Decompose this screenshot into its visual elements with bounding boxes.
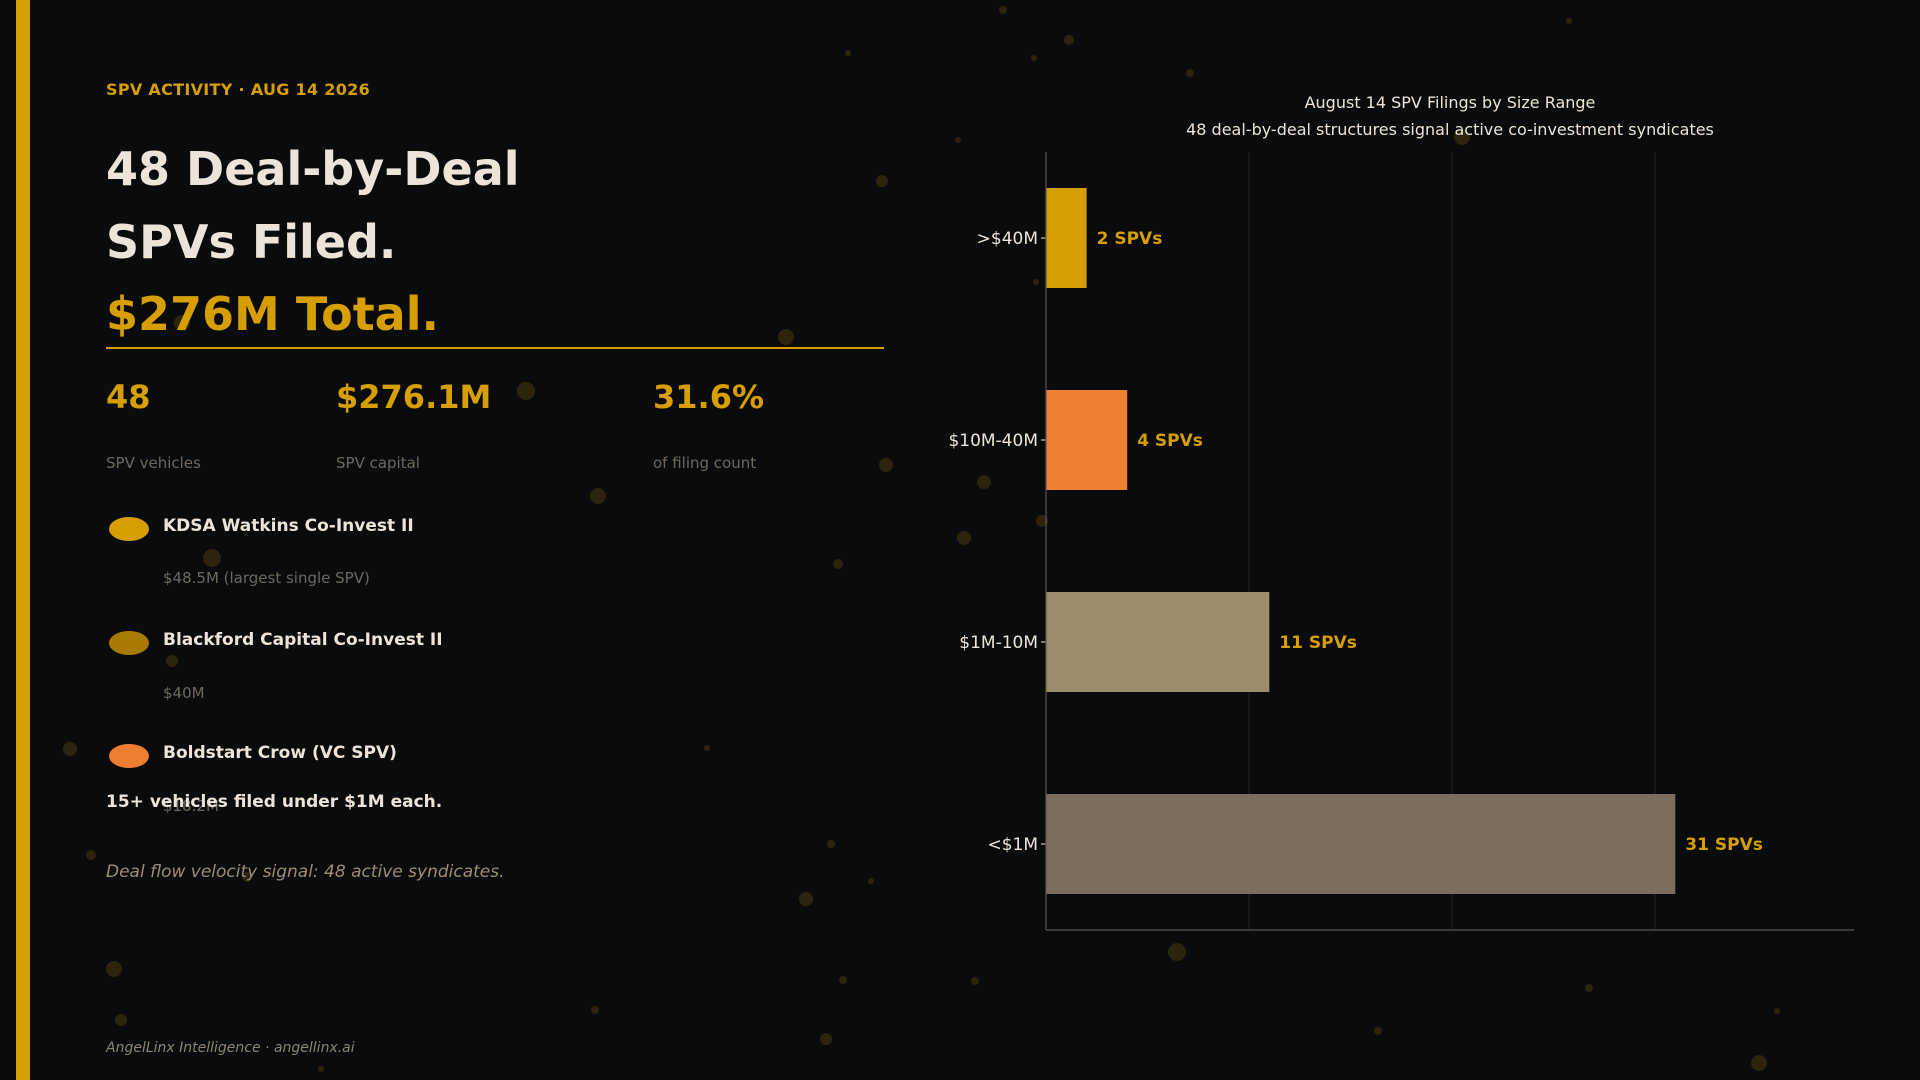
background-particle <box>115 1014 127 1026</box>
background-particle <box>203 549 221 567</box>
background-particle <box>1374 1027 1382 1035</box>
headline-total: $276M Total. <box>106 287 439 341</box>
spv-amount: $18.2M <box>163 797 219 815</box>
bar <box>1046 188 1087 288</box>
background-particle <box>318 1066 324 1072</box>
bar <box>1046 390 1128 490</box>
background-particle <box>63 742 77 756</box>
background-particle <box>839 976 847 984</box>
stat-spv-count-label: SPV vehicles <box>106 454 201 472</box>
background-particle <box>1031 55 1037 61</box>
background-particle <box>1064 35 1074 45</box>
background-particle <box>1036 515 1048 527</box>
background-particle <box>827 840 835 848</box>
background-particle <box>174 315 190 331</box>
background-particle <box>106 961 122 977</box>
background-particle <box>1751 1055 1767 1071</box>
headline-line-2: SPVs Filed. <box>106 215 397 269</box>
background-particle <box>977 475 991 489</box>
stat-spv-capital: $276.1M <box>336 378 492 416</box>
background-particle <box>1186 69 1194 77</box>
background-particle <box>517 382 535 400</box>
bar <box>1046 794 1676 894</box>
background-particle <box>957 531 971 545</box>
background-particle <box>820 1033 832 1045</box>
bar-data-label: 4 SPVs <box>1137 431 1203 451</box>
background-particle <box>971 977 979 985</box>
bar-data-label: 2 SPVs <box>1097 229 1163 249</box>
y-tick-label: $10M-40M <box>948 431 1038 451</box>
background-particle <box>1774 1008 1780 1014</box>
spv-marker-dot <box>109 517 149 541</box>
chart-subtitle: 48 deal-by-deal structures signal active… <box>1186 120 1714 139</box>
bar-data-label: 31 SPVs <box>1685 835 1763 855</box>
spv-amount: $48.5M (largest single SPV) <box>163 569 370 587</box>
y-tick-label: $1M-10M <box>959 633 1038 653</box>
spv-name: Boldstart Crow (VC SPV) <box>163 743 397 763</box>
eyebrow-label: SPV ACTIVITY · AUG 14 2026 <box>106 80 371 99</box>
spv-amount: $40M <box>163 684 205 702</box>
stat-spv-count: 48 <box>106 378 151 416</box>
headline-line-1: 48 Deal-by-Deal <box>106 142 520 196</box>
stat-filing-share: 31.6% <box>653 378 765 416</box>
spv-marker-dot <box>109 631 149 655</box>
y-tick-label: <$1M <box>987 835 1038 855</box>
background-particle <box>1454 129 1470 145</box>
background-particle <box>1033 279 1039 285</box>
background-particle <box>704 745 710 751</box>
stat-filing-share-label: of filing count <box>653 454 757 472</box>
background-particle <box>590 488 606 504</box>
background-particle <box>799 892 813 906</box>
bar-data-label: 11 SPVs <box>1279 633 1357 653</box>
background-particle <box>778 329 794 345</box>
background-particle <box>166 655 178 667</box>
signal-caption: Deal flow velocity signal: 48 active syn… <box>106 862 505 882</box>
background-particle <box>242 872 252 882</box>
divider <box>106 347 884 349</box>
footer-credit: AngelLinx Intelligence · angellinx.ai <box>106 1040 355 1056</box>
background-particle <box>879 458 893 472</box>
background-particle <box>86 850 96 860</box>
background-particle <box>833 559 843 569</box>
chart-title: August 14 SPV Filings by Size Range <box>1305 93 1596 112</box>
accent-bar <box>16 0 30 1080</box>
spv-name: Blackford Capital Co-Invest II <box>163 630 443 650</box>
background-particle <box>868 878 874 884</box>
bar <box>1046 592 1270 692</box>
background-particle <box>1566 18 1572 24</box>
y-tick-label: >$40M <box>977 229 1038 249</box>
background-particle <box>999 6 1007 14</box>
background-particle <box>876 175 888 187</box>
background-particle <box>1585 984 1593 992</box>
spv-name: KDSA Watkins Co-Invest II <box>163 516 414 536</box>
small-vehicles-note: 15+ vehicles filed under $1M each. <box>106 792 443 812</box>
background-particle <box>955 137 961 143</box>
background-particle <box>591 1006 599 1014</box>
background-particle <box>1168 943 1186 961</box>
spv-marker-dot <box>109 744 149 768</box>
background-particle <box>845 50 851 56</box>
stat-spv-capital-label: SPV capital <box>336 454 420 472</box>
